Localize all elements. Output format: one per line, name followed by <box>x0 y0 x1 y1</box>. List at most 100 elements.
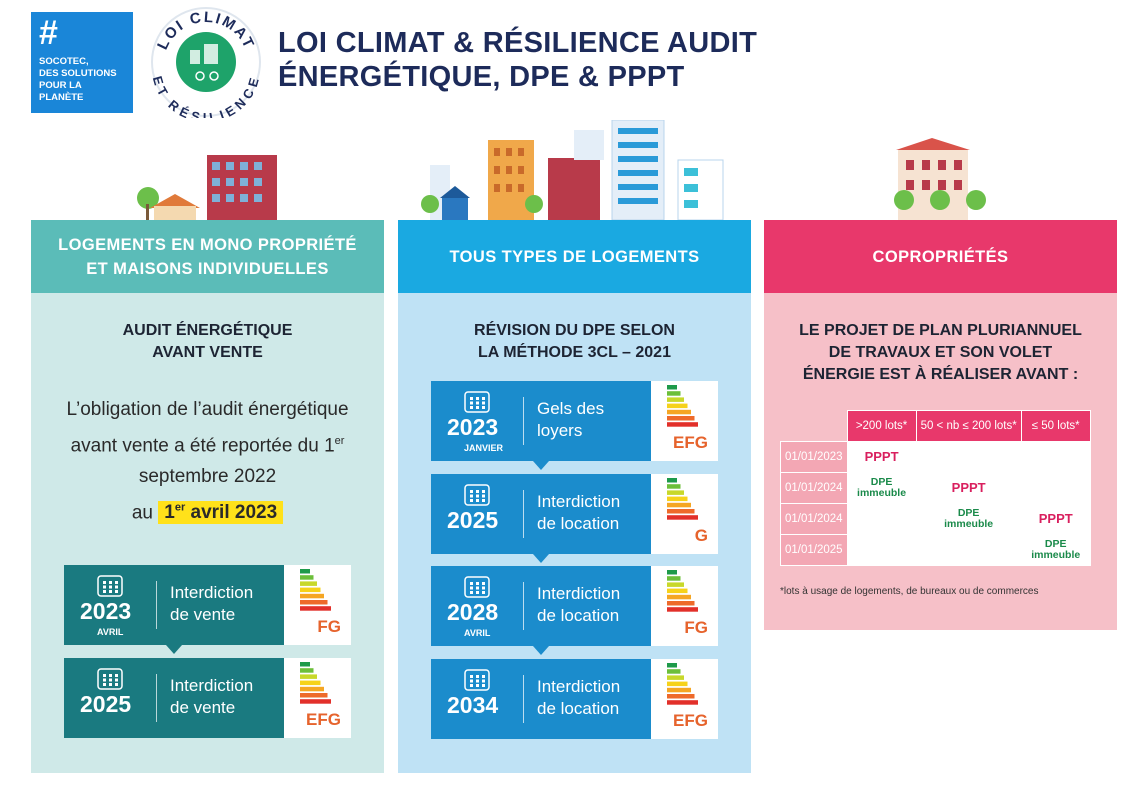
table-row: 01/01/2024 DPE immeuble PPPT <box>780 471 1091 504</box>
card-class-text: G <box>694 526 708 545</box>
card-year: 2025 <box>447 507 499 533</box>
calendar-icon <box>464 576 490 598</box>
calendar-dot <box>476 582 479 585</box>
note-text: 1 <box>164 502 175 524</box>
calendar-dot <box>482 582 485 585</box>
energy-bar <box>667 675 684 680</box>
calendar-dot <box>476 684 479 687</box>
energy-bar <box>667 422 698 427</box>
table-cell: PPPT <box>846 440 917 473</box>
energy-bar <box>300 668 314 673</box>
column-header: TOUS TYPES DE LOGEMENTS <box>398 220 751 293</box>
card-label: Interdiction de vente <box>170 582 253 626</box>
table-value: PPPT <box>951 480 986 495</box>
calendar-dot <box>482 586 485 590</box>
energy-bar <box>300 600 328 605</box>
card-classes: EFG <box>651 381 718 461</box>
card: 2023 JANVIER Gels des loyers EFG <box>431 381 718 470</box>
card: 2028 AVRIL Interdiction de location FG <box>431 566 718 655</box>
card-notch <box>166 645 182 654</box>
calendar-dot <box>476 679 479 683</box>
card-classes: G <box>651 474 718 554</box>
card-label-line: Interdiction <box>170 583 254 602</box>
column: TOUS TYPES DE LOGEMENTS RÉVISION DU DPE … <box>398 220 751 773</box>
calendar-dot <box>476 499 479 502</box>
calendar-icon <box>464 391 490 413</box>
energy-bar <box>300 593 324 599</box>
card-label: Interdiction de location <box>537 676 620 720</box>
energy-bar <box>667 484 681 489</box>
card-notch <box>533 646 549 655</box>
calendar-icon <box>97 575 123 597</box>
houses-left <box>137 155 277 220</box>
calendar-dot <box>482 591 485 594</box>
card: 2034 Interdiction de location EFG <box>431 659 718 739</box>
energy-bar <box>667 385 677 390</box>
note-sup: er <box>174 501 186 514</box>
calendar-dot <box>476 494 479 498</box>
card-class-text: FG <box>317 617 341 636</box>
table-header-row: >200 lots* 50 < nb ≤ 200 lots* ≤ 50 lots* <box>781 410 1091 442</box>
table-date: 01/01/2024 <box>780 502 848 535</box>
table-date: 01/01/2024 <box>780 471 848 504</box>
card-classes: FG <box>284 565 351 645</box>
card-label-line: de vente <box>170 605 236 624</box>
energy-bar <box>667 663 677 668</box>
calendar-dot <box>470 675 473 678</box>
calendar-dot <box>482 494 485 498</box>
card-divider <box>156 674 157 722</box>
note-text: septembre 2022 <box>138 466 277 488</box>
card-notch <box>533 461 549 470</box>
calendar-icon <box>464 484 490 506</box>
header-line: LOGEMENTS EN MONO PROPRIÉTÉ <box>58 235 357 254</box>
energy-bar <box>667 669 681 674</box>
calendar-dot <box>103 674 106 677</box>
illustrations <box>137 120 986 220</box>
calendar-frame <box>464 391 490 413</box>
badge: LOI CLIMAT ET RÉSILIENCE <box>150 7 261 118</box>
calendar-dot <box>482 684 485 687</box>
calendar-dot <box>109 581 112 584</box>
calendar-dot <box>482 401 485 405</box>
table-value: DPE immeuble <box>944 506 994 530</box>
energy-bar <box>667 509 695 514</box>
card-main: 2034 Interdiction de location <box>431 659 651 739</box>
card-label-line: de location <box>537 514 620 533</box>
table-row: 01/01/2024 DPE immeuble PPPT <box>780 502 1091 535</box>
card-year: 2025 <box>80 691 132 717</box>
energy-bar <box>300 680 321 686</box>
table-cell <box>1020 471 1091 504</box>
calendar-dot <box>482 406 485 409</box>
card-main: 2025 Interdiction de vente <box>64 658 284 738</box>
table-cell <box>915 440 1022 473</box>
calendar-dot <box>115 683 118 686</box>
calendar-dot <box>470 406 473 409</box>
note-text: avril 2023 <box>185 502 278 524</box>
table-value: DPE immeuble <box>857 475 907 499</box>
energy-bar <box>667 681 688 687</box>
calendar-icon <box>97 668 123 690</box>
energy-bar <box>300 569 310 574</box>
card-notch <box>533 554 549 563</box>
card-class-text: EFG <box>673 711 708 730</box>
calendar-dot <box>470 679 473 683</box>
calendar-dot <box>103 678 106 682</box>
column-header: COPROPRIÉTÉS <box>764 220 1117 293</box>
energy-bar <box>667 576 681 581</box>
table-cell: PPPT <box>1020 502 1091 535</box>
energy-bar <box>300 606 331 611</box>
calendar-dot <box>109 678 112 682</box>
energy-bars <box>667 385 698 427</box>
table-row: 01/01/2025 DPE immeuble <box>780 533 1091 566</box>
table-date: 01/01/2025 <box>780 533 848 566</box>
energy-bars <box>300 569 331 611</box>
energy-bar <box>667 601 695 606</box>
card-main: 2025 Interdiction de location <box>431 474 651 554</box>
card-label-line: Interdiction <box>170 676 254 695</box>
calendar-dot <box>476 401 479 405</box>
energy-bar <box>667 594 691 600</box>
card-main: 2023 AVRIL Interdiction de vente <box>64 565 284 645</box>
calendar-dot <box>103 683 106 686</box>
calendar-dot <box>470 499 473 502</box>
